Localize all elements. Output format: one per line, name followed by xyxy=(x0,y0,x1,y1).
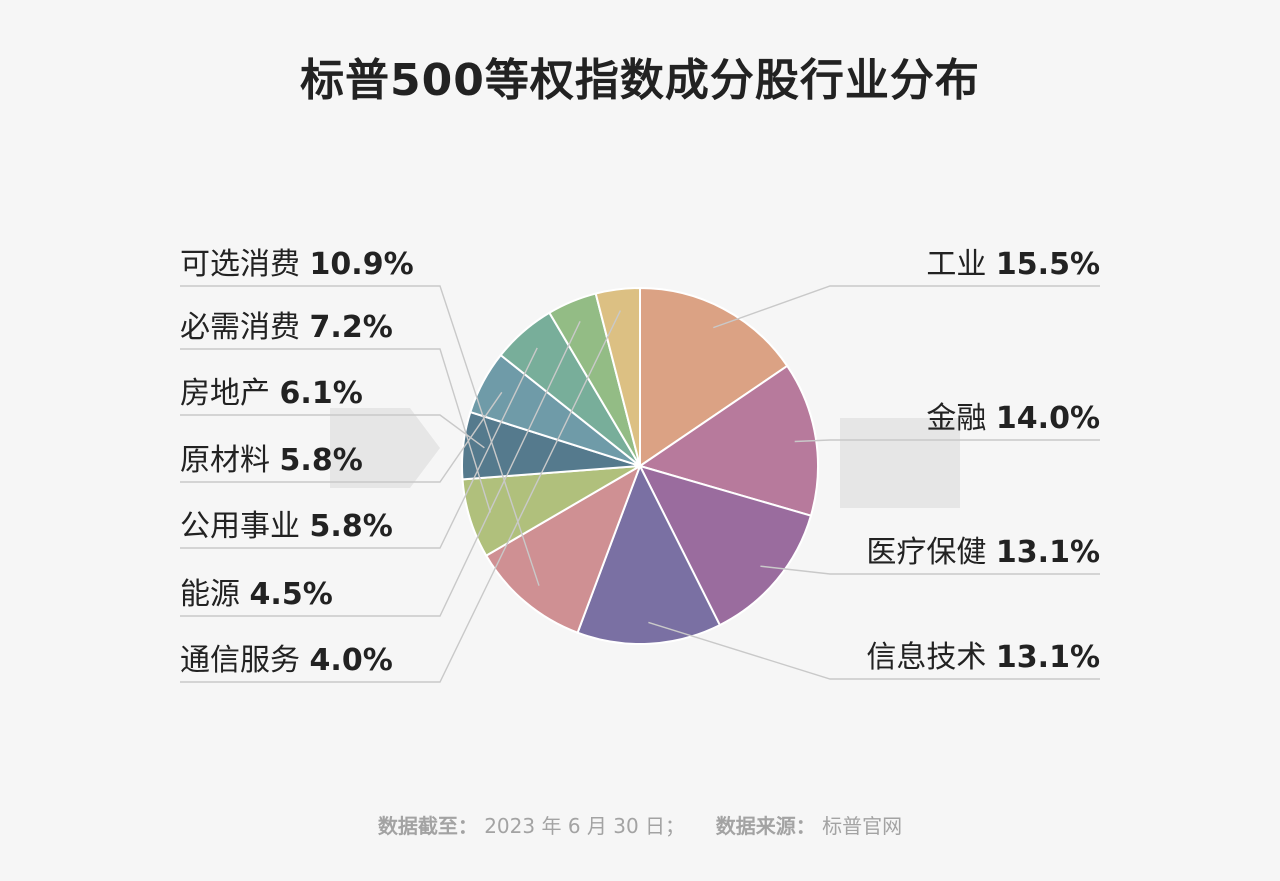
leader-line xyxy=(180,285,540,586)
slice-label-value: 10.9% xyxy=(310,247,414,282)
slice-label-value: 15.5% xyxy=(996,247,1100,282)
leader-line xyxy=(180,320,581,617)
slice-label-value: 6.1% xyxy=(280,376,363,411)
leader-line xyxy=(180,414,485,449)
pie-slice xyxy=(576,463,722,645)
slice-label: 工业 15.5% xyxy=(926,247,1100,282)
slice-label-name: 可选消费 xyxy=(180,247,310,282)
slice-label: 金融 14.0% xyxy=(926,401,1100,436)
leader-line xyxy=(180,310,622,683)
footer-source-value: 标普官网 xyxy=(822,814,903,838)
slice-label: 通信服务 4.0% xyxy=(180,643,393,678)
footer-date-label: 数据截至： xyxy=(377,814,478,838)
slice-label-value: 5.8% xyxy=(310,509,393,544)
leader-line xyxy=(180,347,538,549)
leader-line xyxy=(760,565,1100,575)
slice-label-value: 14.0% xyxy=(996,401,1100,436)
chart-footer: 数据截至： 2023 年 6 月 30 日； 数据来源： 标普官网 xyxy=(0,810,1280,839)
slice-label-name: 公用事业 xyxy=(180,509,310,544)
slice-label-name: 通信服务 xyxy=(180,643,310,678)
slice-label-name: 信息技术 xyxy=(866,640,996,675)
slice-label: 房地产 6.1% xyxy=(180,376,363,411)
slice-label: 原材料 5.8% xyxy=(180,443,363,478)
footer-date-value: 2023 年 6 月 30 日； xyxy=(484,814,686,838)
slice-label-name: 必需消费 xyxy=(180,310,310,345)
slice-label-name: 金融 xyxy=(926,401,996,436)
slice-label: 公用事业 5.8% xyxy=(180,509,393,544)
slice-label: 能源 4.5% xyxy=(180,577,333,612)
slice-label: 信息技术 13.1% xyxy=(866,640,1100,675)
leader-line xyxy=(180,348,492,513)
pie-slice xyxy=(484,463,642,634)
leader-line xyxy=(180,391,503,483)
slice-label-name: 原材料 xyxy=(180,443,280,478)
slice-label: 可选消费 10.9% xyxy=(180,247,414,282)
slice-label-name: 工业 xyxy=(926,247,996,282)
slice-label-value: 7.2% xyxy=(310,310,393,345)
leader-line xyxy=(794,439,1100,443)
slice-label: 医疗保健 13.1% xyxy=(866,535,1100,570)
slice-label-value: 4.5% xyxy=(250,577,333,612)
slice-label-value: 5.8% xyxy=(280,443,363,478)
slice-label-name: 医疗保健 xyxy=(866,535,996,570)
pie-slice xyxy=(594,286,641,467)
slice-label-name: 房地产 xyxy=(180,376,280,411)
leader-line xyxy=(713,285,1100,329)
slice-label-value: 13.1% xyxy=(996,535,1100,570)
slice-label-value: 4.0% xyxy=(310,643,393,678)
pie-slice xyxy=(638,464,813,627)
chart-title: 标普500等权指数成分股行业分布 xyxy=(300,55,980,106)
slice-label-name: 能源 xyxy=(180,577,250,612)
footer-source-label: 数据来源： xyxy=(715,814,816,838)
leader-line xyxy=(648,621,1100,680)
slice-label-value: 13.1% xyxy=(996,640,1100,675)
slice-label: 必需消费 7.2% xyxy=(180,310,393,345)
pie-slice xyxy=(639,286,789,468)
